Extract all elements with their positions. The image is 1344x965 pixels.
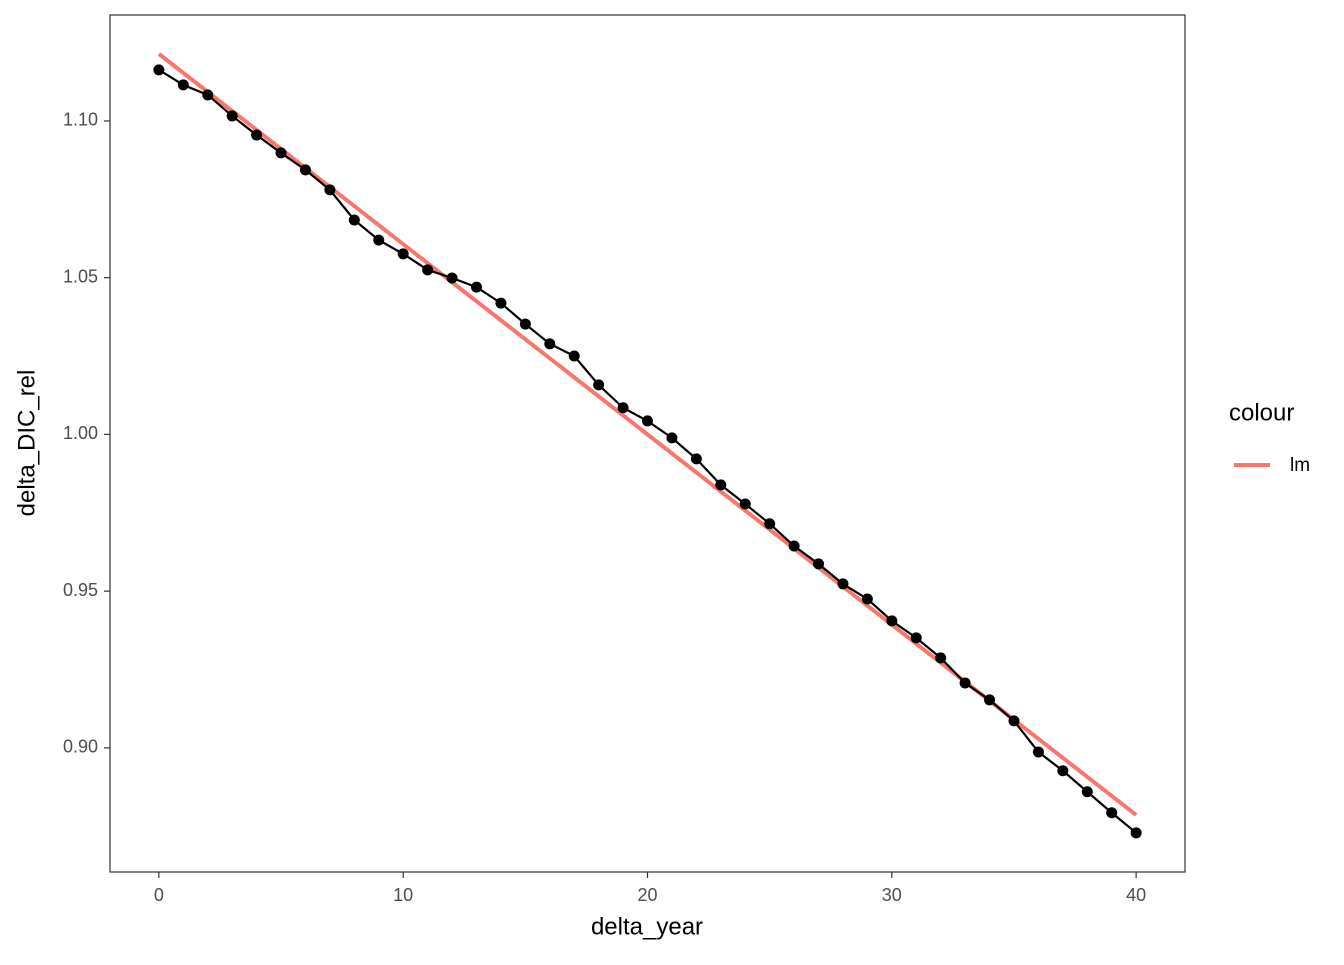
legend-label: lm bbox=[1290, 455, 1310, 476]
data-point bbox=[446, 272, 458, 284]
legend-title: colour bbox=[1229, 399, 1294, 426]
data-point bbox=[690, 453, 702, 465]
data-point bbox=[813, 558, 825, 570]
data-point bbox=[177, 79, 189, 91]
data-point bbox=[739, 498, 751, 510]
y-axis-title: delta_DIC_rel bbox=[13, 370, 40, 517]
data-point bbox=[275, 147, 287, 159]
data-point bbox=[1057, 765, 1069, 777]
data-point bbox=[910, 632, 922, 644]
y-tick-label: 1.10 bbox=[63, 110, 98, 130]
x-tick-label: 0 bbox=[154, 885, 164, 905]
data-point bbox=[202, 89, 214, 101]
data-point bbox=[861, 593, 873, 605]
data-point bbox=[666, 432, 678, 444]
data-point bbox=[1130, 827, 1142, 839]
data-point bbox=[935, 652, 947, 664]
data-point bbox=[593, 379, 605, 391]
data-point bbox=[959, 677, 971, 689]
data-point bbox=[226, 110, 238, 122]
data-point bbox=[1081, 786, 1093, 798]
data-point bbox=[544, 338, 556, 350]
data-point bbox=[153, 64, 165, 76]
data-point bbox=[617, 402, 629, 414]
data-point bbox=[324, 184, 336, 196]
data-point bbox=[495, 297, 507, 309]
x-tick-label: 30 bbox=[882, 885, 902, 905]
y-tick-label: 0.90 bbox=[63, 737, 98, 757]
data-point bbox=[519, 318, 531, 330]
x-tick-label: 10 bbox=[393, 885, 413, 905]
data-point bbox=[1008, 715, 1020, 727]
data-point bbox=[788, 540, 800, 552]
data-point bbox=[715, 479, 727, 491]
data-point bbox=[642, 415, 653, 427]
data-point bbox=[251, 129, 263, 141]
x-axis-title: delta_year bbox=[591, 913, 703, 940]
data-point bbox=[348, 214, 360, 226]
data-point bbox=[886, 615, 898, 627]
data-point bbox=[397, 248, 409, 260]
y-tick-label: 1.00 bbox=[63, 423, 98, 443]
data-point bbox=[1106, 807, 1118, 819]
data-point bbox=[568, 350, 580, 362]
x-tick-label: 20 bbox=[637, 885, 657, 905]
data-point bbox=[470, 281, 482, 293]
y-tick-label: 0.95 bbox=[63, 580, 98, 600]
data-point bbox=[299, 164, 311, 176]
data-point bbox=[984, 694, 996, 706]
data-point bbox=[422, 264, 434, 276]
data-point bbox=[1032, 746, 1044, 758]
x-tick-label: 40 bbox=[1126, 885, 1146, 905]
data-point bbox=[764, 518, 776, 530]
data-point bbox=[373, 234, 385, 246]
data-point bbox=[837, 578, 849, 590]
y-tick-label: 1.05 bbox=[63, 266, 98, 286]
